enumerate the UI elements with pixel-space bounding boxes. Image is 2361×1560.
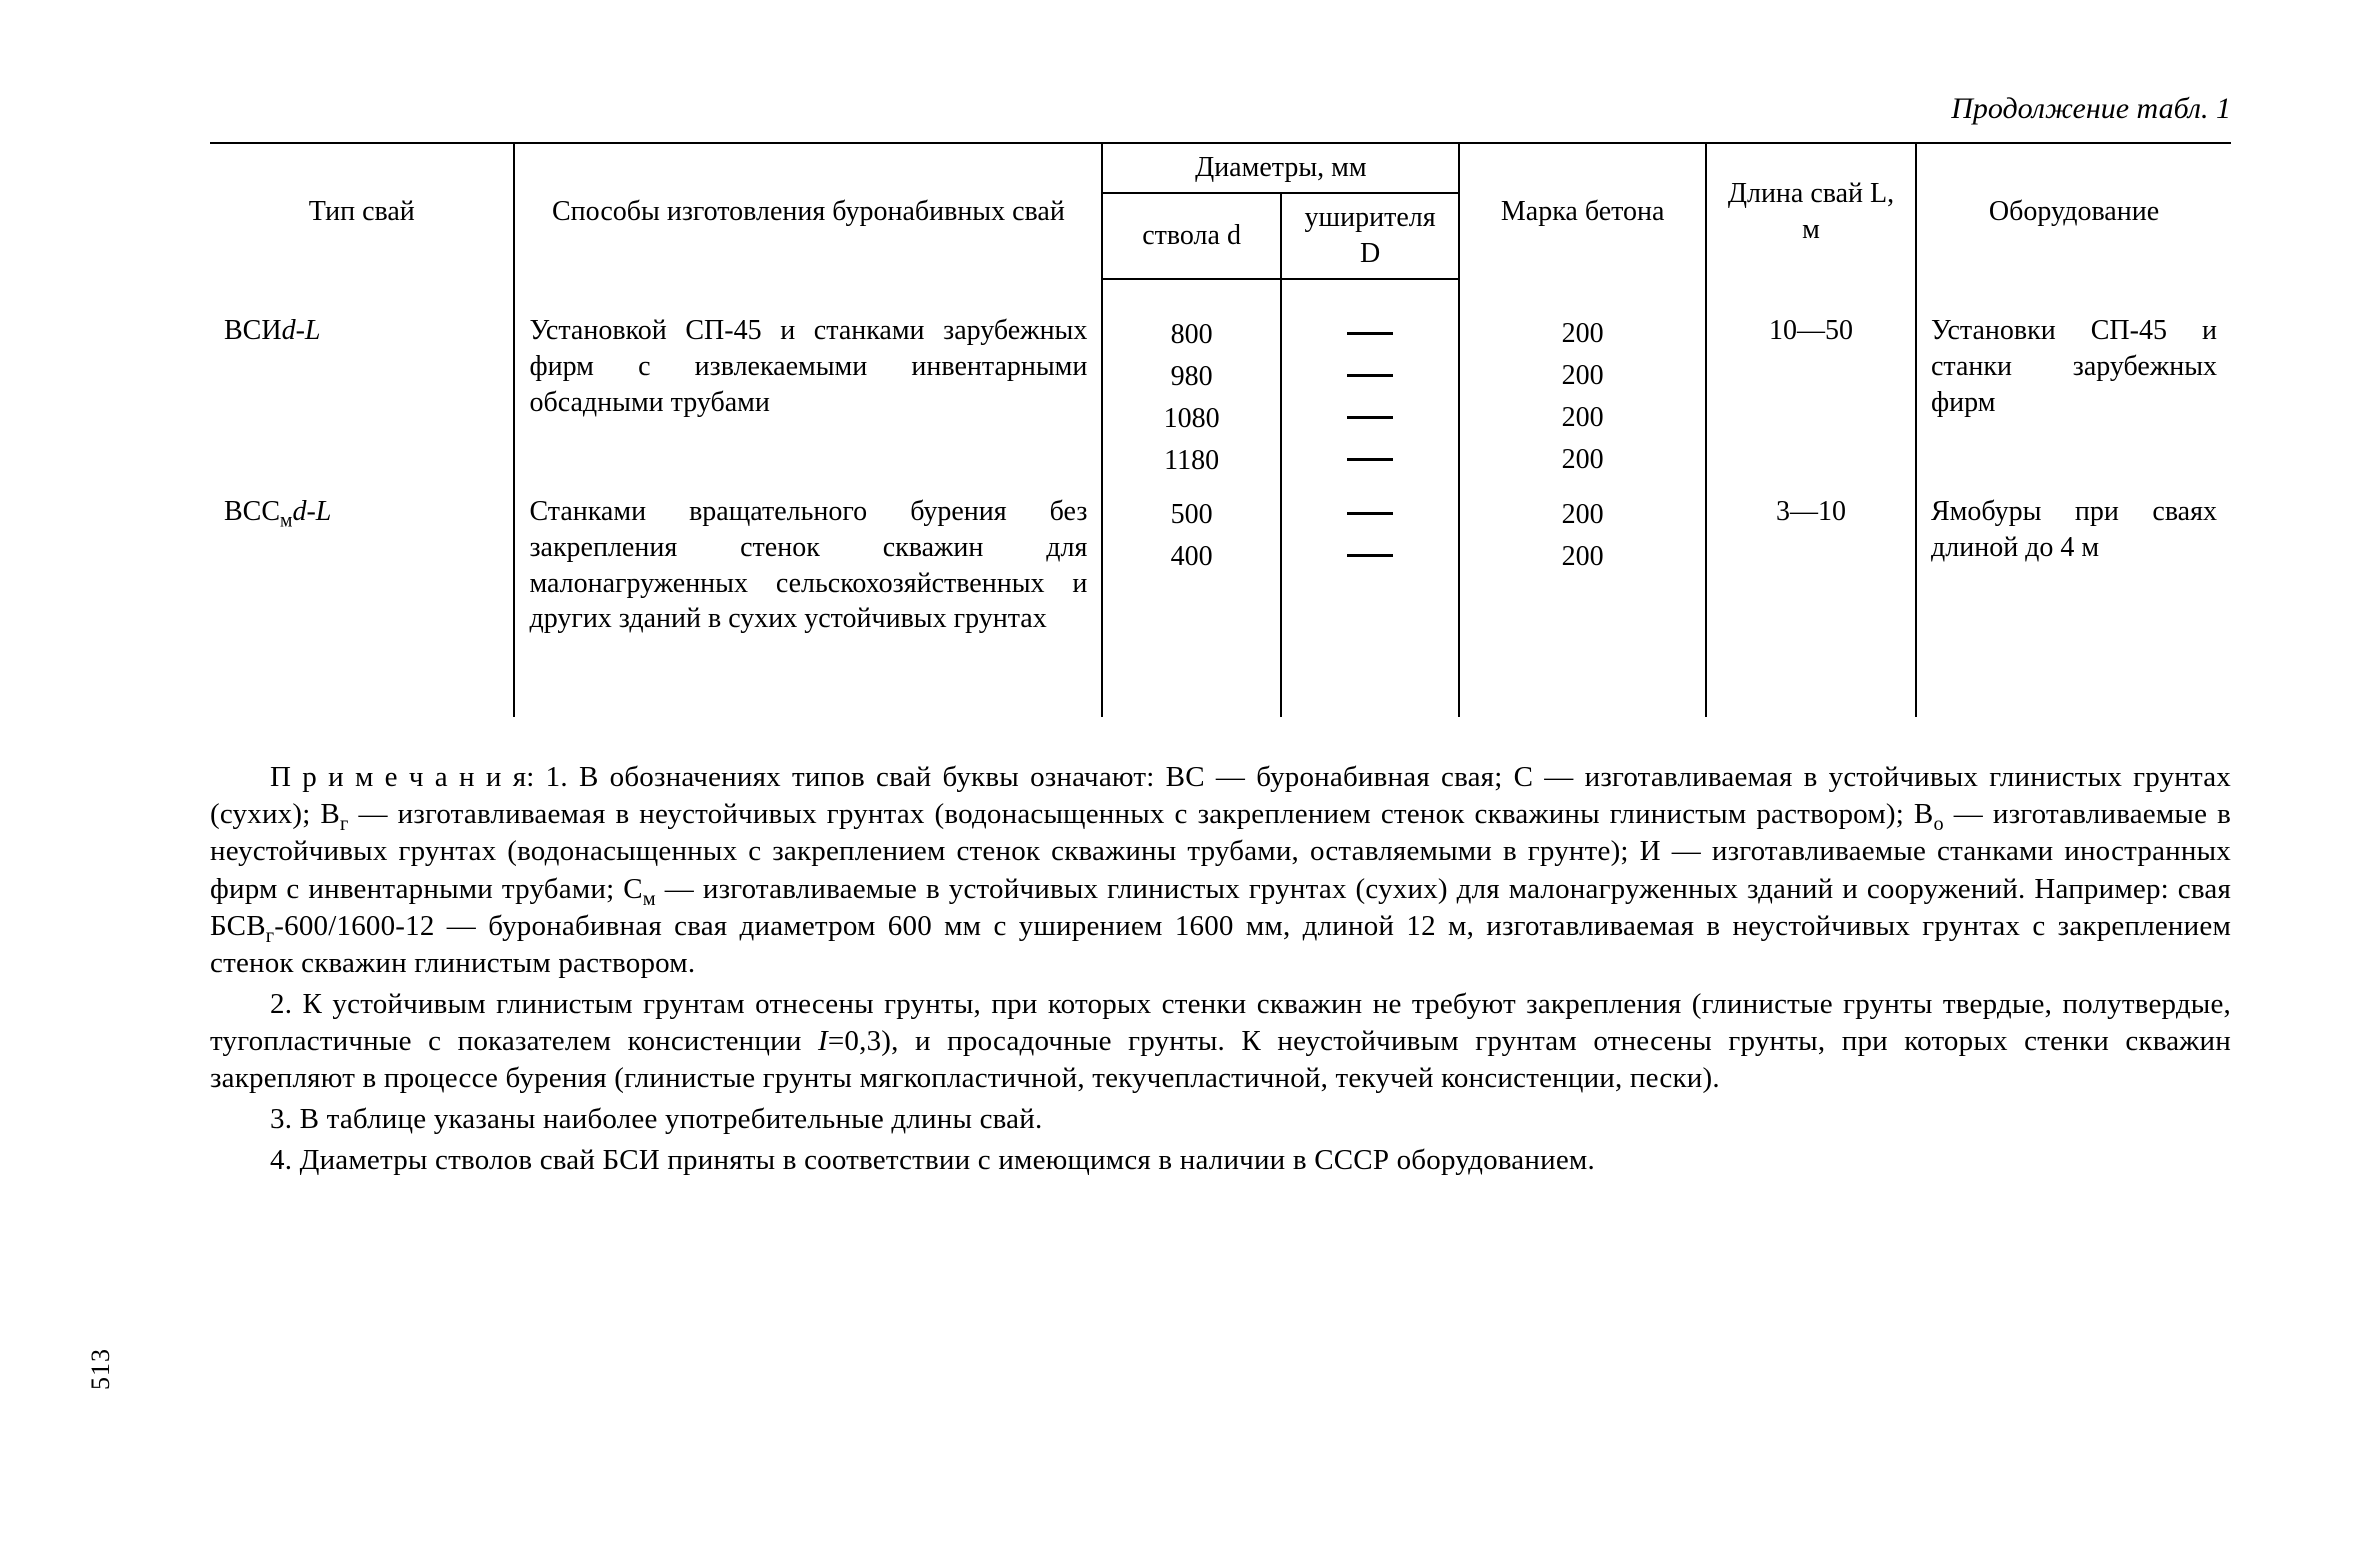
piles-table: Тип свай Способы изготовления буронабивн… (210, 142, 2231, 717)
cell-D (1281, 488, 1459, 717)
note-4: 4. Диаметры стволов свай БСИ приняты в с… (210, 1142, 2231, 1179)
cell-length: 3—10 (1706, 488, 1916, 717)
cell-D (1281, 279, 1459, 488)
th-method: Способы изготовления буронабивных свай (514, 143, 1102, 278)
cell-equip: Ямобуры при сваях длиной до 4 м (1916, 488, 2231, 717)
page-number: 513 (84, 1348, 117, 1390)
table-notes: П р и м е ч а н и я: 1. В обозначениях т… (210, 759, 2231, 1179)
table-continuation-caption: Продолжение табл. 1 (210, 90, 2231, 128)
table-row: ВССмd-L Станками вращательного бурения б… (210, 488, 2231, 717)
notes-lead: П р и м е ч а н и я: (270, 761, 535, 793)
note-3: 3. В таблице указаны наиболее употребите… (210, 1101, 2231, 1138)
note-2: 2. К устойчивым глинистым грунтам отнесе… (210, 986, 2231, 1097)
th-grade: Марка бетона (1459, 143, 1706, 278)
cell-equip: Установки СП-45 и стан­ки зарубеж­ных фи… (1916, 279, 2231, 488)
cell-grade: 200200200200 (1459, 279, 1706, 488)
th-diameters: Диаметры, мм (1102, 143, 1459, 193)
cell-length: 10—50 (1706, 279, 1916, 488)
th-length: Длина свай L, м (1706, 143, 1916, 278)
cell-type: ВСИd-L (210, 279, 514, 488)
cell-method: Станками вращательного бурения без закре… (514, 488, 1102, 717)
th-d: ствола d (1102, 193, 1280, 279)
cell-type: ВССмd-L (210, 488, 514, 717)
th-type: Тип свай (210, 143, 514, 278)
table-row: ВСИd-L Установкой СП-45 и станками зару­… (210, 279, 2231, 488)
cell-d: 500400 (1102, 488, 1280, 717)
cell-method: Установкой СП-45 и станками зару­бежных … (514, 279, 1102, 488)
cell-grade: 200200 (1459, 488, 1706, 717)
th-D: уширите­ля D (1281, 193, 1459, 279)
cell-d: 80098010801180 (1102, 279, 1280, 488)
th-equipment: Оборудование (1916, 143, 2231, 278)
note-1: П р и м е ч а н и я: 1. В обозначениях т… (210, 759, 2231, 982)
